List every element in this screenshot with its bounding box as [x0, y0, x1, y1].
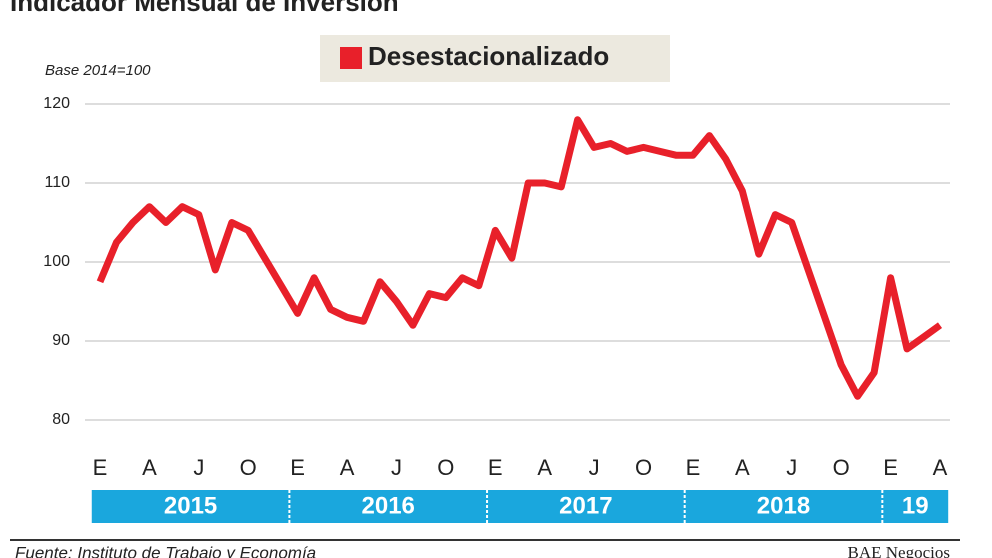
y-tick-label: 100 — [43, 253, 70, 270]
year-label: 2017 — [559, 492, 612, 519]
y-tick-label: 80 — [52, 411, 70, 428]
x-tick-label: O — [240, 455, 257, 480]
year-label: 2015 — [164, 492, 217, 519]
x-tick-label: E — [290, 455, 305, 480]
legend-label: Desestacionalizado — [368, 41, 609, 71]
x-tick-label: E — [883, 455, 898, 480]
x-tick-label: A — [142, 455, 157, 480]
source: Fuente: Instituto de Trabajo y Economía — [15, 543, 316, 558]
x-tick-label: A — [933, 455, 948, 480]
x-tick-label: E — [686, 455, 701, 480]
year-label: 2016 — [362, 492, 415, 519]
y-tick-label: 120 — [43, 95, 70, 112]
x-tick-label: J — [193, 455, 204, 480]
x-tick-label: J — [589, 455, 600, 480]
legend-box — [320, 35, 670, 82]
y-tick-label: 90 — [52, 332, 70, 349]
x-tick-label: E — [488, 455, 503, 480]
subtitle: Base 2014=100 — [45, 62, 151, 79]
x-tick-label: A — [340, 455, 355, 480]
x-tick-label: A — [735, 455, 750, 480]
x-tick-label: J — [786, 455, 797, 480]
legend-swatch — [340, 47, 362, 69]
year-label: 2018 — [757, 492, 810, 519]
x-tick-label: A — [537, 455, 552, 480]
y-tick-label: 110 — [44, 174, 70, 191]
data-line — [96, 116, 943, 400]
x-tick-label: E — [93, 455, 108, 480]
x-tick-label: O — [833, 455, 850, 480]
x-tick-label: J — [391, 455, 402, 480]
x-tick-label: O — [635, 455, 652, 480]
year-label: 19 — [902, 492, 929, 519]
credit: BAE Negocios — [848, 543, 950, 558]
chart-title: Indicador Mensual de Inversión — [10, 0, 399, 17]
x-tick-label: O — [437, 455, 454, 480]
year-band — [91, 490, 949, 523]
